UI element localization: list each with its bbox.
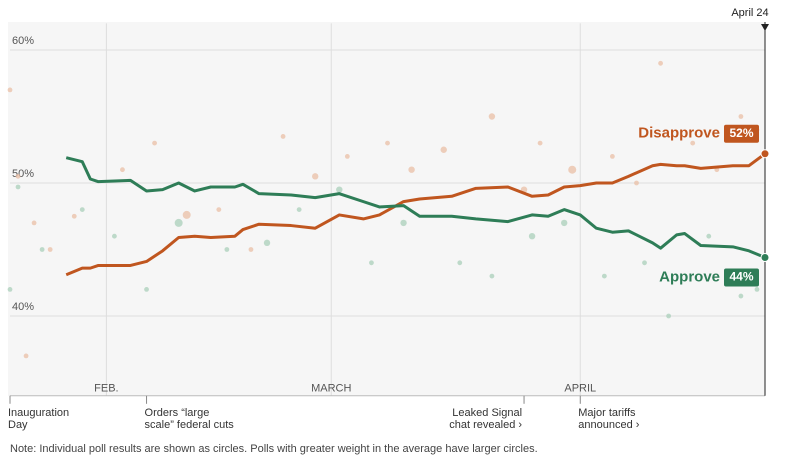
poll-dot <box>144 287 149 292</box>
poll-dot <box>690 140 696 146</box>
end-label-box <box>724 268 759 287</box>
poll-dot <box>440 146 447 153</box>
series-line <box>65 152 766 277</box>
end-label-box <box>724 124 759 143</box>
legend-label: Approve <box>659 268 720 285</box>
poll-dot <box>609 154 615 159</box>
poll-dot <box>400 219 407 227</box>
poll-dot <box>488 113 496 120</box>
plot-background <box>8 22 765 396</box>
poll-dot <box>296 207 302 213</box>
end-dot <box>760 149 770 159</box>
note: Note: Individual poll results are shown … <box>10 443 538 455</box>
y-tick-label: 40% <box>12 301 34 313</box>
poll-dot <box>312 173 319 180</box>
end-label: 52% <box>729 126 753 140</box>
legend-label: Disapprove <box>638 125 720 142</box>
poll-dot <box>489 273 495 279</box>
poll-dot <box>408 166 415 173</box>
poll-dot <box>71 213 77 219</box>
poll-dot <box>152 140 157 146</box>
x-tick-label: MARCH <box>311 383 351 395</box>
poll-dot <box>7 87 13 93</box>
poll-dot <box>31 220 37 226</box>
poll-dot <box>601 273 607 279</box>
poll-dot <box>457 260 463 266</box>
poll-dot <box>738 114 744 119</box>
y-tick-label: 60% <box>12 35 34 47</box>
poll-dot <box>39 247 45 252</box>
event-label: chat revealed › <box>449 419 522 431</box>
poll-dot <box>336 186 343 193</box>
poll-dot <box>642 260 647 266</box>
end-marker <box>761 24 769 31</box>
event-label: Inauguration <box>8 407 69 419</box>
poll-dot <box>369 260 374 266</box>
poll-dot <box>79 207 85 213</box>
poll-dot <box>263 239 271 247</box>
poll-dot <box>634 180 639 186</box>
poll-dot <box>23 353 29 359</box>
poll-dot <box>112 233 117 239</box>
event-label: announced › <box>578 419 639 431</box>
poll-dot <box>738 293 744 299</box>
x-tick-label: FEB. <box>94 383 118 395</box>
poll-dot <box>754 287 760 292</box>
poll-dot <box>120 167 125 173</box>
event-label: Leaked Signal <box>452 407 522 419</box>
poll-dot <box>15 184 21 190</box>
end-dot <box>760 252 770 262</box>
poll-dot <box>7 287 13 292</box>
poll-dot <box>658 60 663 66</box>
poll-dot <box>568 165 577 174</box>
series-line <box>65 156 766 259</box>
poll-dot <box>216 207 222 213</box>
poll-dot <box>528 233 536 240</box>
event-label: Day <box>8 419 28 431</box>
poll-dot <box>666 313 672 319</box>
y-tick-label: 50% <box>12 168 34 180</box>
poll-dot <box>224 247 230 252</box>
poll-dot <box>47 247 53 252</box>
event-label: Orders “large <box>145 407 210 419</box>
poll-dot <box>248 247 254 252</box>
end-label: 44% <box>729 270 753 284</box>
poll-dot <box>182 210 191 219</box>
event-label: Major tariffs <box>578 407 636 419</box>
poll-dot <box>280 134 286 139</box>
poll-dot <box>706 233 712 239</box>
end-date-label: April 24 <box>731 7 768 19</box>
poll-dot <box>15 173 21 179</box>
x-tick-label: APRIL <box>564 383 596 395</box>
poll-dot <box>537 140 543 146</box>
event-label: scale” federal cuts <box>145 419 235 431</box>
poll-dot <box>561 219 568 227</box>
poll-dot <box>344 154 350 159</box>
poll-dot <box>385 140 390 146</box>
poll-dot <box>174 218 183 227</box>
